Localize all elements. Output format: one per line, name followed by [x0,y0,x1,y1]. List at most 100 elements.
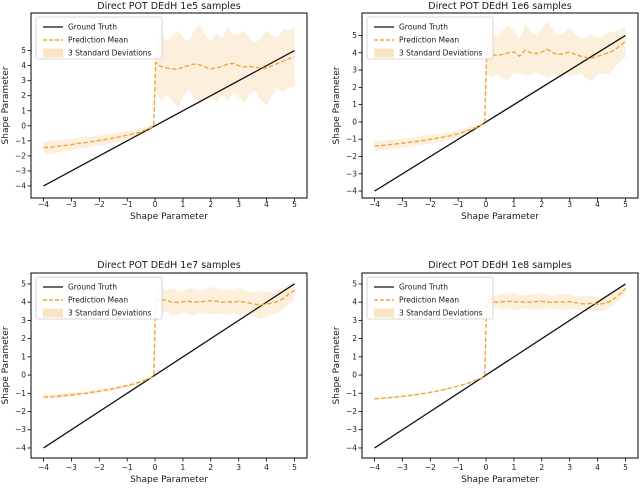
subplot-1e8: −4 −3 −2 −1 0 1 2 3 4 5 −4 −3 −2 −1 0 1 2 3 4 5 Direct POT D… [332,260,639,485]
x-tick-label: 5 [292,200,297,209]
legend: Ground Truth Prediction Mean 3 Standard De… [35,16,163,60]
y-tick-label: 2 [21,91,26,100]
legend-band-sample [43,48,63,58]
y-tick-label: −2 [346,152,357,161]
y-tick-label: −3 [346,169,357,178]
y-tick-label: 3 [21,76,26,85]
x-tick-label: −1 [122,463,133,472]
legend-band-sample [374,308,394,318]
x-tick-label: −3 [66,463,77,472]
x-tick-label: 1 [181,200,186,209]
y-tick-label: 4 [21,298,26,307]
axes-frame [361,12,639,199]
y-tick-label: 0 [21,371,26,380]
x-tick-label: −4 [369,463,380,472]
y-tick-label: 5 [21,46,26,55]
x-tick-label: 0 [484,200,489,209]
x-tick-label: −2 [94,463,105,472]
y-tick-label: −2 [15,151,26,160]
x-tick-label: 0 [153,200,158,209]
y-tick-label: 1 [21,352,26,361]
x-tick-label: 5 [623,200,628,209]
y-tick-label: −1 [15,389,26,398]
legend-box [366,16,494,60]
legend-label: Ground Truth [399,23,448,32]
y-tick-label: 2 [352,334,357,343]
x-tick-label: 4 [595,200,600,209]
y-tick-label: −4 [15,181,26,190]
y-tick-label: 2 [21,334,26,343]
x-axis-label: Shape Parameter [461,475,539,485]
subplot-1e6: −4 −3 −2 −1 0 1 2 3 4 5 −4 −3 −2 −1 0 1 2 3 4 5 Direct POT D… [332,1,639,222]
x-tick-label: −2 [425,463,436,472]
legend: Ground Truth Prediction Mean 3 Standard De… [35,276,163,320]
x-tick-label: 4 [595,463,600,472]
x-tick-label: 3 [567,200,572,209]
ground-truth-line [374,283,626,449]
x-tick-label: 3 [567,463,572,472]
chart-title: Direct POT DEdH 1e7 samples [97,260,240,271]
x-tick-label: 1 [512,200,517,209]
legend-box [366,276,494,320]
legend-box [35,276,163,320]
x-tick-label: 0 [153,463,158,472]
legend-label: Ground Truth [399,283,448,292]
x-tick-label: 1 [181,463,186,472]
y-axis-label: Shape Parameter [1,326,11,404]
x-tick-label: 1 [512,463,517,472]
x-tick-label: −1 [122,200,133,209]
y-tick-label: −3 [15,166,26,175]
x-tick-label: −2 [425,200,436,209]
y-tick-label: 4 [352,48,357,57]
subplot-1e5: −4 −3 −2 −1 0 1 2 3 4 5 −4 −3 −2 −1 0 1 2 3 4 5 Direct POT D… [1,1,308,222]
x-tick-label: 4 [264,200,269,209]
std-band [43,24,295,154]
y-tick-label: 1 [21,106,26,115]
x-tick-label: −4 [38,200,49,209]
prediction-mean-line [374,40,626,147]
legend: Ground Truth Prediction Mean 3 Standard De… [366,16,494,60]
prediction-mean-line [43,289,295,398]
y-tick-label: −1 [346,389,357,398]
prediction-mean-line [374,288,626,400]
x-tick-label: 5 [292,463,297,472]
legend-box [35,16,163,60]
legend-label: Prediction Mean [399,36,459,45]
y-tick-label: 3 [352,316,357,325]
x-tick-label: −2 [94,200,105,209]
y-tick-label: −3 [15,425,26,434]
y-tick-label: 1 [352,352,357,361]
x-axis-label: Shape Parameter [130,212,208,222]
x-tick-label: 2 [539,463,544,472]
y-tick-label: 2 [352,83,357,92]
legend: Ground Truth Prediction Mean 3 Standard De… [366,276,494,320]
y-tick-label: −4 [346,187,357,196]
x-tick-label: −4 [369,200,380,209]
y-tick-label: 0 [352,371,357,380]
x-tick-label: 2 [208,463,213,472]
ground-truth-line [43,50,295,187]
y-tick-label: −4 [346,443,357,452]
y-tick-label: −2 [346,407,357,416]
legend-label: Ground Truth [68,283,117,292]
y-axis-label: Shape Parameter [332,326,342,404]
y-tick-label: 5 [352,31,357,40]
x-tick-label: 3 [236,463,241,472]
x-tick-label: 0 [484,463,489,472]
y-tick-label: −3 [346,425,357,434]
axes-frame [30,12,308,199]
x-tick-label: 4 [264,463,269,472]
legend-band-sample [374,48,394,58]
y-tick-label: −2 [15,407,26,416]
x-tick-label: −1 [453,463,464,472]
ground-truth-line [374,34,626,192]
x-axis-label: Shape Parameter [130,475,208,485]
x-tick-label: 5 [623,463,628,472]
y-tick-label: 5 [21,279,26,288]
x-tick-label: −3 [397,463,408,472]
legend-label: Ground Truth [68,23,117,32]
x-tick-label: 2 [539,200,544,209]
y-axis-label: Shape Parameter [1,66,11,144]
x-tick-label: 2 [208,200,213,209]
